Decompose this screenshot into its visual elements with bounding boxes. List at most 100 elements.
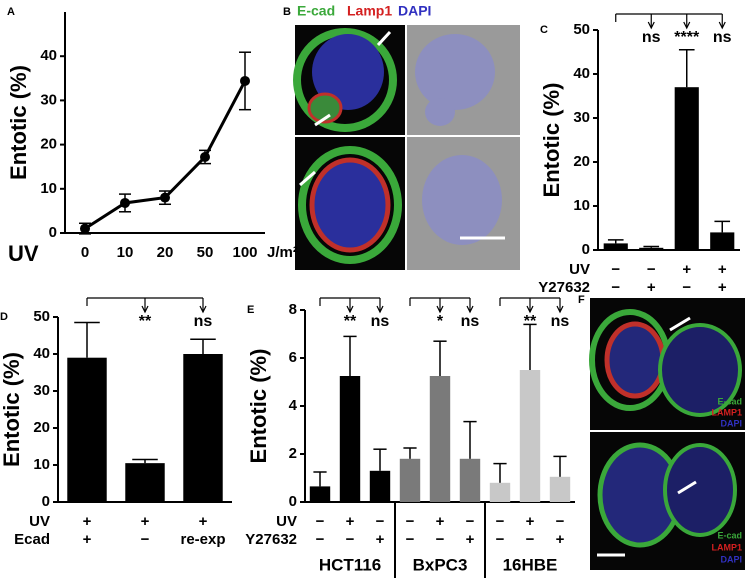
row-value: + (83, 513, 92, 530)
stain-label: LAMP1 (711, 542, 742, 552)
stain-label: DAPI (720, 418, 742, 428)
row-value: − (141, 531, 150, 548)
x-tick-label: 10 (117, 244, 134, 261)
x-axis-label: UV (8, 241, 39, 266)
y-axis-label: Entotic (%) (246, 349, 271, 464)
x-unit: J/m² (267, 244, 298, 261)
data-line (84, 80, 247, 230)
panel-letter: E (247, 304, 254, 316)
row-value: + (526, 513, 535, 530)
panel-letter: A (7, 6, 15, 18)
significance-label: **** (674, 29, 700, 46)
y-tick-label: 20 (40, 136, 57, 153)
bar (674, 87, 699, 250)
arrow-head (683, 21, 691, 30)
stain-label: DAPI (398, 3, 431, 19)
arrow-head (466, 305, 474, 314)
y-tick-label: 6 (289, 349, 297, 366)
row-value: + (466, 531, 475, 548)
significance-label: ns (461, 313, 480, 330)
arrow-head (556, 305, 564, 314)
y-tick-label: 20 (33, 419, 50, 436)
bar (639, 247, 664, 250)
stain-label: E-cad (717, 396, 742, 406)
row-value: + (199, 513, 208, 530)
stain-label: LAMP1 (711, 407, 742, 417)
row-value: + (718, 279, 727, 296)
bar (429, 376, 451, 502)
group-label: HCT116 (319, 555, 381, 574)
arrow-head (436, 305, 444, 314)
row-value: − (556, 513, 565, 530)
y-tick-label: 0 (582, 241, 590, 258)
significance-label: ** (344, 313, 357, 330)
arrow-head (346, 305, 354, 314)
x-tick-label: 0 (81, 244, 89, 261)
row-value: + (346, 513, 355, 530)
y-tick-label: 40 (40, 47, 57, 64)
y-tick-label: 50 (33, 308, 50, 325)
panel-letter: B (283, 6, 291, 18)
panel-letter: C (540, 24, 548, 36)
bar (399, 458, 421, 502)
x-tick-label: 50 (197, 244, 214, 261)
row-value: − (436, 531, 445, 548)
y-tick-label: 0 (289, 493, 297, 510)
panel-letter: D (0, 311, 8, 323)
y-tick-label: 40 (573, 65, 590, 82)
row-value: re-exp (180, 531, 225, 548)
y-tick-label: 10 (40, 180, 57, 197)
arrow-head (376, 305, 384, 314)
y-axis-label: Entotic (%) (0, 352, 24, 467)
data-point (160, 192, 170, 203)
row-value: − (346, 531, 355, 548)
bar (710, 232, 735, 250)
bar (603, 243, 628, 250)
y-tick-label: 30 (573, 109, 590, 126)
y-tick-label: 0 (42, 493, 50, 510)
significance-label: * (437, 313, 444, 330)
x-tick-label: 100 (232, 244, 257, 261)
row-label: UV (569, 261, 590, 278)
y-tick-label: 2 (289, 445, 297, 462)
stain-label: Lamp1 (347, 3, 392, 19)
row-value: + (141, 513, 150, 530)
y-tick-label: 30 (33, 382, 50, 399)
arrow-head (141, 305, 149, 314)
y-tick-label: 50 (573, 21, 590, 38)
arrow-head (718, 21, 726, 30)
row-value: − (406, 531, 415, 548)
bar (67, 357, 107, 502)
stain-label: E-cad (297, 3, 335, 19)
arrow-head (526, 305, 534, 314)
bar (125, 463, 165, 502)
bar (549, 476, 571, 502)
arrow-head (199, 305, 207, 314)
micrograph-b (293, 25, 520, 270)
stain-label: DAPI (720, 554, 742, 564)
stain-label: E-cad (717, 530, 742, 540)
y-tick-label: 30 (40, 91, 57, 108)
significance-label: ns (642, 29, 661, 46)
group-label: BxPC3 (413, 555, 468, 574)
bar (183, 354, 223, 502)
row-value: − (406, 513, 415, 530)
y-tick-label: 40 (33, 345, 50, 362)
micrograph-f (589, 298, 745, 570)
y-tick-label: 20 (573, 153, 590, 170)
row-value: + (376, 531, 385, 548)
row-label: Y27632 (538, 279, 590, 296)
y-tick-label: 10 (33, 456, 50, 473)
y-axis-label: Entotic (%) (6, 65, 31, 180)
group-label: 16HBE (503, 555, 558, 574)
bar (309, 486, 331, 502)
row-label: Ecad (14, 531, 50, 548)
x-tick-label: 20 (157, 244, 174, 261)
bar (459, 458, 481, 502)
significance-label: ** (524, 313, 537, 330)
row-value: − (682, 279, 691, 296)
bar (519, 370, 541, 502)
data-point (80, 223, 90, 234)
y-tick-label: 8 (289, 301, 297, 318)
significance-label: ns (551, 313, 570, 330)
